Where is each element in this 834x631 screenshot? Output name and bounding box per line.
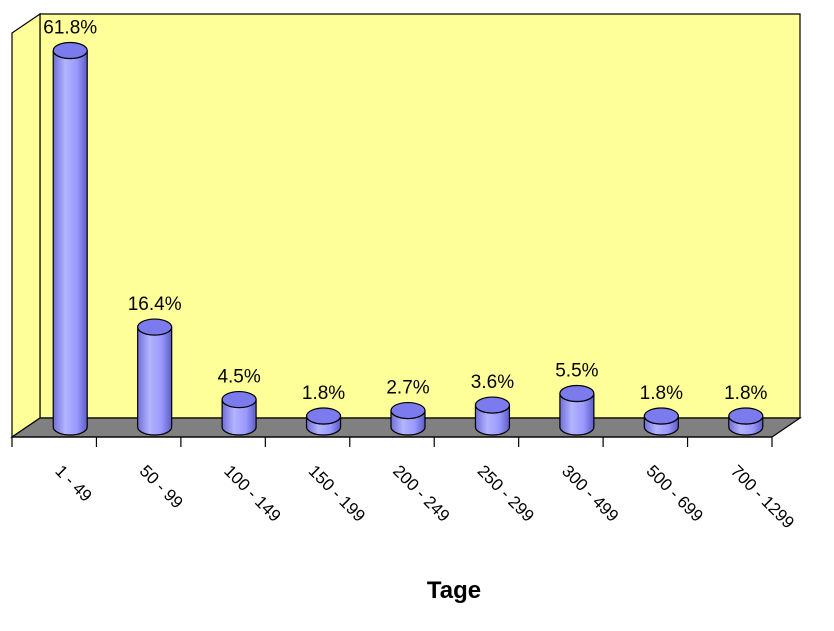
bar [728, 407, 764, 436]
bar [474, 396, 511, 436]
bar [643, 407, 679, 436]
bar-body [137, 326, 173, 436]
x-tick-label: 1 - 49 [51, 461, 95, 505]
value-label: 1.8% [640, 383, 683, 404]
value-label: 1.8% [302, 383, 345, 404]
bar-top [643, 407, 679, 425]
x-tick-label: 100 - 149 [220, 461, 284, 525]
bar [305, 407, 342, 436]
bar [221, 390, 257, 436]
bar [390, 401, 426, 436]
bar [137, 318, 173, 436]
x-tick-label: 500 - 699 [643, 461, 707, 525]
bar-top [305, 407, 342, 425]
chart-side-wall [11, 12, 41, 439]
bar-top [137, 318, 173, 336]
value-label: 1.8% [724, 383, 767, 404]
bar-top [390, 401, 426, 420]
value-label: 61.8% [43, 17, 97, 38]
bar-top [559, 384, 595, 403]
value-label: 5.5% [555, 360, 598, 381]
bar-top [728, 407, 764, 425]
x-tick-label: 200 - 249 [389, 461, 453, 525]
value-label: 2.7% [386, 378, 429, 399]
x-tick-label: 250 - 299 [474, 461, 538, 525]
x-tick-label: 150 - 199 [305, 461, 369, 525]
bar-top [221, 390, 257, 409]
bar-body [52, 50, 88, 436]
x-tick-label: 50 - 99 [136, 461, 187, 512]
value-label: 3.6% [471, 372, 514, 393]
bar [52, 41, 88, 436]
value-label: 16.4% [128, 294, 182, 315]
bar-top [52, 41, 88, 60]
x-tick-label: 300 - 499 [558, 461, 622, 525]
x-axis-title: Tage [427, 577, 481, 604]
bar [559, 384, 595, 436]
value-label: 4.5% [217, 367, 260, 388]
x-tick-label: 700 - 1299 [727, 461, 798, 532]
bar-top [474, 396, 511, 414]
